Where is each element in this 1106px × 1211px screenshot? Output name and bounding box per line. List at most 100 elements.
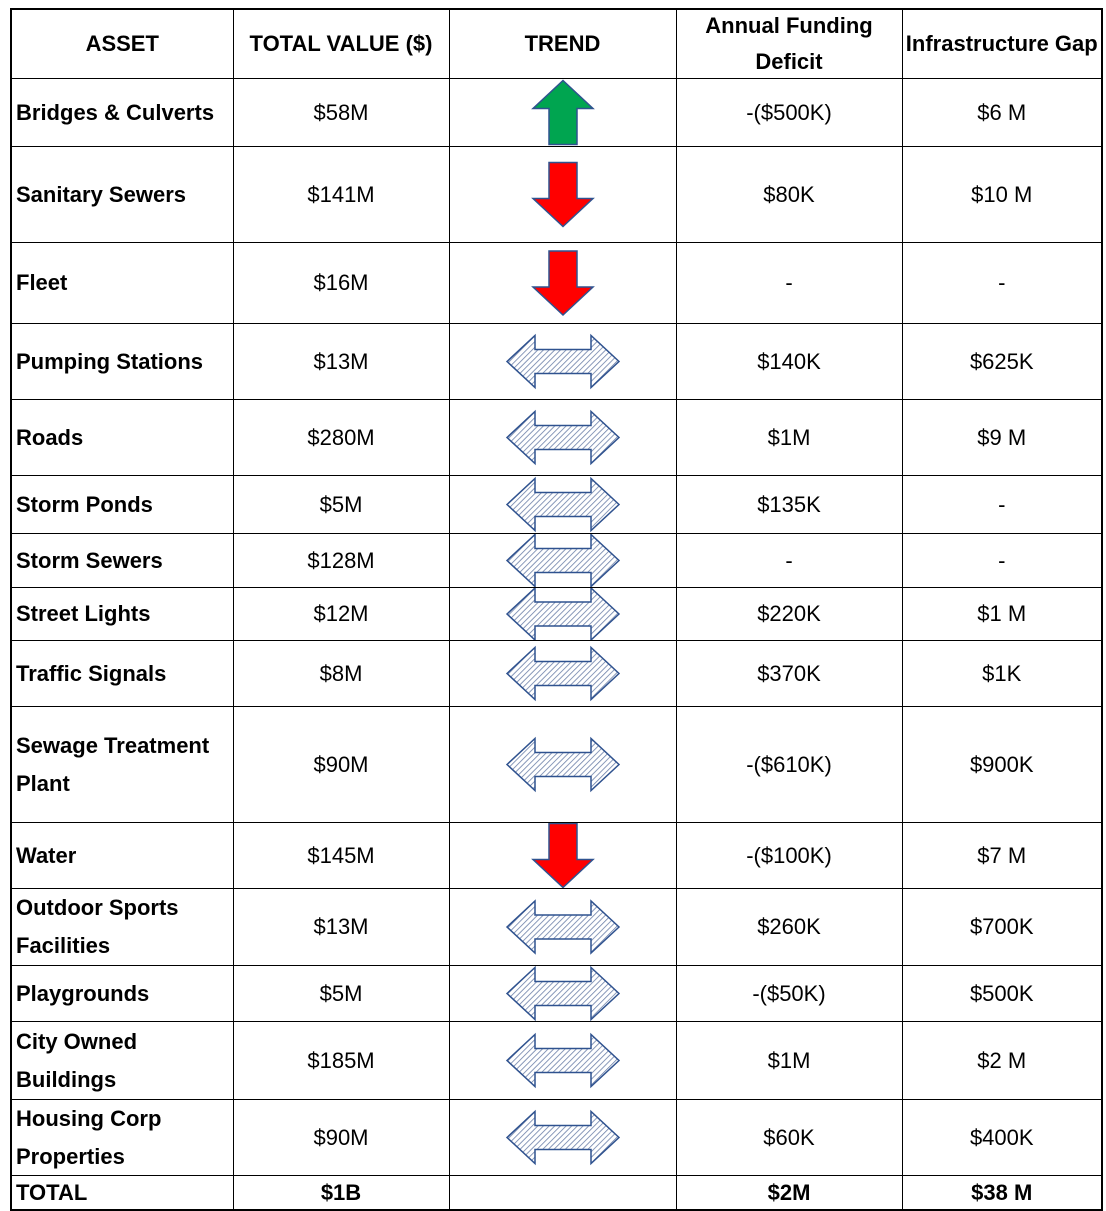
value-cell: $90M xyxy=(232,1099,450,1176)
trend-cell xyxy=(448,242,677,324)
value-cell: $128M xyxy=(232,533,450,588)
gap-cell-text: $500K xyxy=(969,980,1034,1006)
arrow-shape xyxy=(530,79,595,146)
value-cell-text: $90M xyxy=(313,751,369,777)
data-row: Fleet $16M - - xyxy=(10,242,1103,324)
trend-box xyxy=(450,534,676,587)
trend-box xyxy=(450,823,676,888)
trend-arrow xyxy=(505,476,620,533)
deficit-cell-text: $1M xyxy=(767,424,811,450)
value-cell: $58M xyxy=(232,78,450,147)
deficit-cell: - xyxy=(675,242,903,324)
gap-cell: $6 M xyxy=(901,78,1103,147)
trend-box xyxy=(450,400,676,475)
trend-cell xyxy=(448,706,677,823)
trend-cell xyxy=(448,146,677,243)
value-cell: $1B xyxy=(232,1175,450,1211)
deficit-cell-text: $140K xyxy=(757,348,821,374)
value-cell-text: $1B xyxy=(320,1179,362,1205)
asset-cell-text: Roads xyxy=(16,424,84,450)
table-body: Bridges & Culverts $58M -($500K) $6 M Sanita… xyxy=(10,78,1103,1211)
value-cell: $280M xyxy=(232,399,450,476)
value-cell-text: $145M xyxy=(307,842,375,868)
arrow-shape xyxy=(505,534,620,587)
gap-cell: $2 M xyxy=(901,1021,1103,1100)
value-cell: $5M xyxy=(232,965,450,1022)
value-cell-text: $141M xyxy=(307,181,375,207)
value-cell: $16M xyxy=(232,242,450,324)
data-row: Sanitary Sewers $141M $80K $10 M xyxy=(10,146,1103,243)
deficit-cell-text: $1M xyxy=(767,1047,811,1073)
asset-cell-text: Outdoor Sports Facilities xyxy=(16,895,179,958)
trend-box xyxy=(450,147,676,242)
gap-cell: $38 M xyxy=(901,1175,1103,1211)
gap-cell: - xyxy=(901,475,1103,534)
header-cell: TOTAL VALUE ($) xyxy=(232,8,450,79)
trend-arrow xyxy=(505,588,620,640)
arrow-shape xyxy=(505,736,620,793)
arrow-shape xyxy=(505,333,620,390)
trend-box xyxy=(450,641,676,706)
value-cell-text: $90M xyxy=(313,1124,369,1150)
arrow-shape xyxy=(530,250,595,317)
asset-cell: Fleet xyxy=(10,242,234,324)
value-cell: $13M xyxy=(232,888,450,966)
gap-cell-text: $9 M xyxy=(977,424,1027,450)
gap-cell-text: $900K xyxy=(969,751,1034,777)
header-cell: TREND xyxy=(448,8,677,79)
trend-cell xyxy=(448,888,677,966)
trend-box xyxy=(450,79,676,146)
trend-box xyxy=(450,889,676,965)
value-cell: $13M xyxy=(232,323,450,400)
value-cell: $145M xyxy=(232,822,450,889)
asset-cell-text: Sewage Treatment Plant xyxy=(16,732,210,796)
deficit-cell: -($500K) xyxy=(675,78,903,147)
arrow-shape xyxy=(505,1109,620,1166)
header-text: ASSET xyxy=(85,31,159,56)
asset-cell-text: Playgrounds xyxy=(16,980,150,1006)
value-cell-text: $128M xyxy=(307,547,375,573)
asset-cell: Playgrounds xyxy=(10,965,234,1022)
value-cell-text: $5M xyxy=(319,980,363,1006)
trend-box xyxy=(450,243,676,323)
trend-arrow xyxy=(530,250,595,317)
deficit-cell-text: -($500K) xyxy=(746,99,832,125)
gap-cell: $10 M xyxy=(901,146,1103,243)
trend-cell xyxy=(448,475,677,534)
asset-cell: Sewage Treatment Plant xyxy=(10,706,234,823)
asset-cell: Bridges & Culverts xyxy=(10,78,234,147)
deficit-cell: $135K xyxy=(675,475,903,534)
gap-cell-text: - xyxy=(998,547,1006,573)
trend-box xyxy=(450,966,676,1021)
asset-cell: Water xyxy=(10,822,234,889)
data-row: City Owned Buildings $185M $1M $2 M xyxy=(10,1021,1103,1100)
arrow-shape xyxy=(505,1032,620,1089)
header-text: TOTAL VALUE ($) xyxy=(249,31,433,56)
trend-box xyxy=(450,476,676,533)
data-row: Housing Corp Properties $90M $60K $400K xyxy=(10,1099,1103,1176)
data-row: Street Lights $12M $220K $1 M xyxy=(10,587,1103,641)
deficit-cell-text: - xyxy=(785,547,793,573)
asset-cell-text: TOTAL xyxy=(16,1180,88,1205)
deficit-cell-text: $220K xyxy=(757,601,821,626)
asset-cell-text: Sanitary Sewers xyxy=(16,181,186,207)
asset-cell: Sanitary Sewers xyxy=(10,146,234,243)
deficit-cell: -($50K) xyxy=(675,965,903,1022)
asset-cell-text: Storm Sewers xyxy=(16,547,163,573)
asset-table: ASSET TOTAL VALUE ($) TREND Annual Funding … xyxy=(10,8,1103,1211)
data-row: Playgrounds $5M -($50K) $500K xyxy=(10,965,1103,1022)
trend-arrow xyxy=(505,736,620,793)
data-row: Pumping Stations $13M $140K $625K xyxy=(10,323,1103,400)
deficit-cell-text: -($100K) xyxy=(746,842,832,868)
value-cell: $5M xyxy=(232,475,450,534)
deficit-cell-text: -($610K) xyxy=(746,751,832,777)
gap-cell: - xyxy=(901,242,1103,324)
asset-cell-text: Street Lights xyxy=(16,601,151,626)
gap-cell: $7 M xyxy=(901,822,1103,889)
trend-arrow xyxy=(505,409,620,466)
asset-cell-text: City Owned Buildings xyxy=(16,1028,138,1092)
value-cell: $90M xyxy=(232,706,450,823)
trend-cell xyxy=(448,1175,677,1211)
deficit-cell: - xyxy=(675,533,903,588)
arrow-shape xyxy=(505,409,620,466)
